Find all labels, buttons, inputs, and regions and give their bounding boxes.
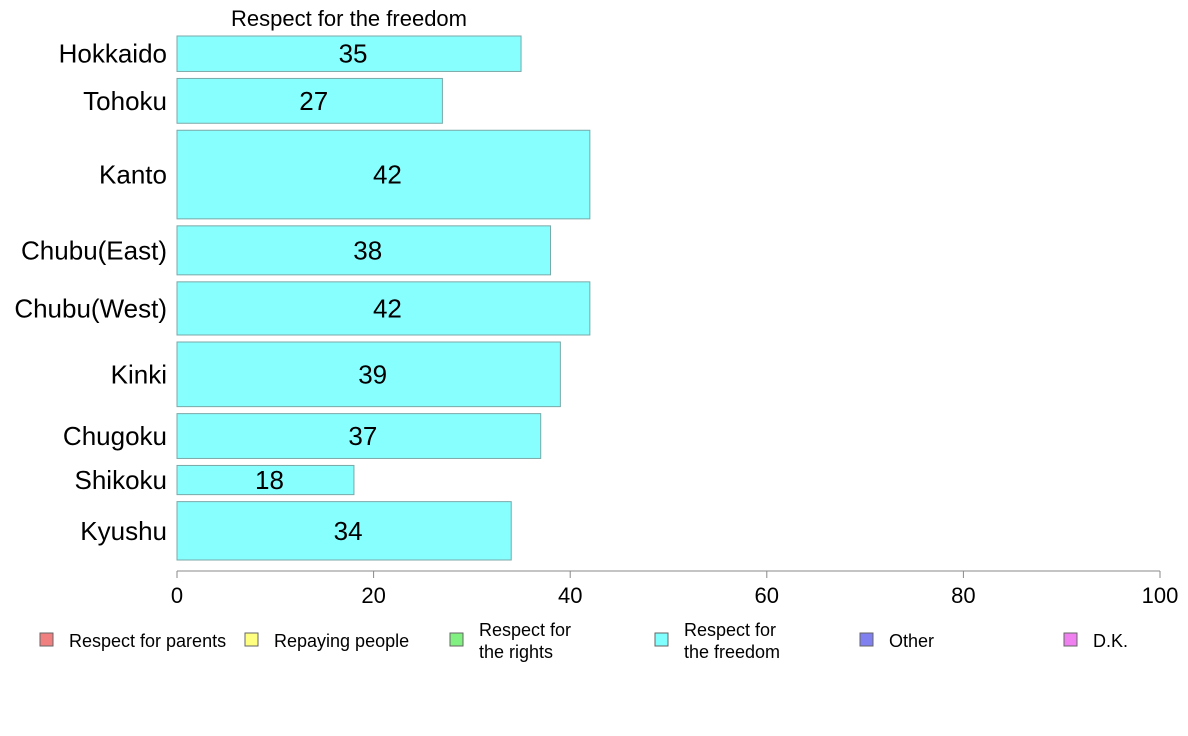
category-label: Kanto bbox=[99, 160, 167, 190]
x-tick-label: 100 bbox=[1142, 583, 1179, 608]
category-label: Chugoku bbox=[63, 421, 167, 451]
bar-shikoku bbox=[176, 464, 355, 496]
bar-kanto bbox=[176, 129, 591, 220]
category-label: Hokkaido bbox=[59, 39, 167, 69]
data-label: 27 bbox=[299, 86, 328, 116]
bar-tohoku bbox=[176, 77, 443, 124]
x-tick-label: 40 bbox=[558, 583, 582, 608]
data-label: 18 bbox=[255, 465, 284, 495]
category-label: Chubu(East) bbox=[21, 235, 167, 265]
legend-label: Respect for bbox=[684, 620, 776, 640]
data-label: 39 bbox=[358, 359, 387, 389]
category-label: Kyushu bbox=[80, 516, 167, 546]
x-tick-label: 60 bbox=[755, 583, 779, 608]
data-label: 37 bbox=[348, 421, 377, 451]
bar-chugoku bbox=[176, 413, 542, 459]
chart-title: Respect for the freedom bbox=[231, 6, 467, 31]
bar-kyushu bbox=[176, 501, 512, 561]
bar-hokkaido bbox=[176, 35, 522, 72]
legend: Respect for parents Repaying people Respec… bbox=[39, 620, 1128, 662]
x-tick-label: 80 bbox=[951, 583, 975, 608]
legend-label: Repaying people bbox=[274, 631, 409, 651]
data-label: 35 bbox=[339, 39, 368, 69]
data-label: 38 bbox=[353, 235, 382, 265]
legend-swatch bbox=[449, 632, 464, 647]
legend-label: Respect for parents bbox=[69, 631, 226, 651]
data-label: 42 bbox=[373, 160, 402, 190]
category-label: Chubu(West) bbox=[14, 293, 167, 323]
legend-label: Respect for bbox=[479, 620, 571, 640]
legend-swatch bbox=[244, 632, 259, 647]
x-axis: 0 20 40 60 80 100 bbox=[171, 570, 1179, 608]
x-tick-label: 20 bbox=[361, 583, 385, 608]
category-label: Kinki bbox=[111, 359, 167, 389]
category-label: Shikoku bbox=[75, 465, 168, 495]
legend-label: the rights bbox=[479, 642, 553, 662]
bar-chubu-east- bbox=[176, 225, 552, 276]
data-label: 34 bbox=[334, 516, 363, 546]
bar-kinki bbox=[176, 341, 561, 408]
x-tick-label: 0 bbox=[171, 583, 183, 608]
data-label: 42 bbox=[373, 293, 402, 323]
bar-chubu-west- bbox=[176, 281, 591, 336]
legend-label: D.K. bbox=[1093, 631, 1128, 651]
legend-label: Other bbox=[889, 631, 934, 651]
bars-group: Hokkaido 35 Tohoku 27 Kanto 42 Chubu(East) 38 Ch… bbox=[14, 35, 591, 561]
legend-label: the freedom bbox=[684, 642, 780, 662]
legend-swatch bbox=[39, 632, 54, 647]
category-label: Tohoku bbox=[83, 86, 167, 116]
legend-swatch bbox=[859, 632, 874, 647]
legend-swatch bbox=[654, 632, 669, 647]
legend-swatch bbox=[1063, 632, 1078, 647]
